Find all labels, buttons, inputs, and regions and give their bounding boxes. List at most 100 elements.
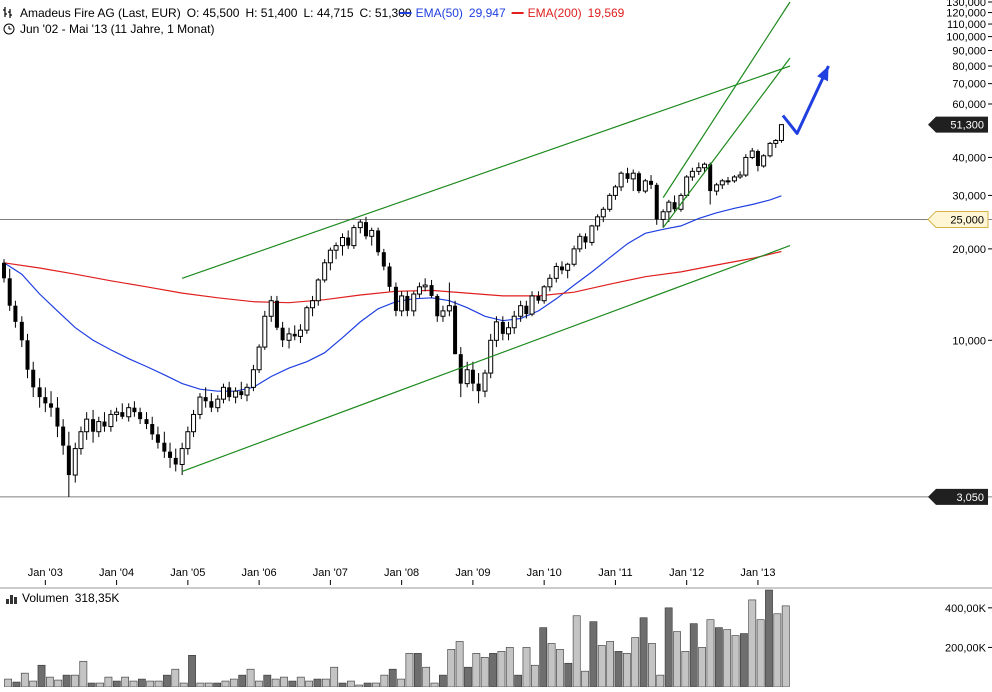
x-tick-label: Jan '08 [384,567,419,579]
volume-bar [430,682,439,688]
volume-axis: 200,00K 400,00K [945,603,992,654]
candle [339,233,345,256]
volume-bar [171,668,180,688]
volume-bar [96,682,104,688]
candle-body [500,321,505,334]
volume-bar [572,615,581,688]
volume-bar [480,657,489,688]
x-tick-label: Jan '06 [242,567,277,579]
volume-bar [154,680,163,688]
candle-body [327,249,333,264]
volume-bar [246,668,255,688]
ema200-legend: EMA(200) 19,569 [528,6,625,20]
candle-body [55,407,60,427]
candle [244,383,250,402]
candle-body [529,295,535,315]
candle [239,381,244,400]
volume-bar [706,619,715,688]
candle-body [114,411,120,415]
candle [405,291,410,317]
candle [292,325,297,341]
x-tick-label: Jan '12 [669,567,704,579]
candle [536,291,541,304]
candle-body [120,412,125,417]
candle-body [666,201,672,213]
x-tick-label: Jan '10 [527,567,562,579]
candle [547,274,553,292]
price-tag: 3,050 [928,488,988,505]
candle [96,416,102,438]
volume-bar [221,680,230,688]
volume-bar [321,678,330,688]
candle-body [755,151,760,166]
volume-bar [62,674,71,688]
price-axis: 10,000 20,000 30,000 40,000 60,000 70,000 80,0… [946,0,992,347]
candle-body [357,221,363,229]
volume-bar [781,605,790,688]
volume-bar [564,662,573,688]
trendline [181,245,791,472]
candle-body [315,279,321,302]
candle [327,247,333,271]
candle [185,426,191,455]
candle [310,295,316,317]
candle-body [31,369,36,388]
volume-bar [639,617,648,688]
candle-body [399,295,405,312]
volume-bar [305,680,313,688]
candle [583,233,588,249]
candle [150,416,155,440]
candle-body [625,173,630,179]
volume-bar [597,645,606,688]
candle [227,381,232,402]
candle-body [256,346,262,371]
candle-body [91,419,96,432]
candle-body [144,419,149,425]
candle-body [268,300,274,317]
horizontal-lines-layer [0,218,992,498]
volume-bar [280,676,288,688]
clock-icon [3,23,15,35]
candle-body [767,142,773,157]
candle-body [731,176,737,182]
volume-title: Volumen 318,35K [22,591,119,605]
x-tick-label: Jan '03 [28,567,63,579]
candle [731,175,737,183]
candle [191,409,197,438]
price-tags-layer: 51,300 25,000 3,050 [927,116,989,505]
y-tick-label: 30,000 [952,190,986,202]
open-value: O: 45,500 [187,6,240,20]
ema50-value: 29,947 [469,6,506,20]
candle [440,305,446,322]
volume-bar [648,643,656,688]
volume-bar [46,676,54,688]
candle [446,282,452,317]
candle [476,373,481,404]
volume-bar [405,653,414,688]
candle-body [435,295,440,317]
y-tick-label: 60,000 [952,99,986,111]
close-value: C: 51,300 [360,6,412,20]
candle [625,167,630,183]
candle [387,262,392,292]
candle [749,147,755,160]
candle [215,395,221,413]
candle-body [607,194,613,210]
candle-body [464,369,470,385]
candle-body [470,369,475,384]
candle [493,316,499,348]
candle-body [250,369,256,388]
volume-value: 318,35K [75,591,120,605]
candle [25,333,30,379]
candle [607,193,613,212]
candle [654,182,659,225]
candle [529,291,535,317]
candle-body [244,386,250,396]
volume-bar [714,627,723,688]
candle [315,278,321,306]
candle [778,124,784,143]
candles-layer [2,124,784,497]
candle [458,347,463,398]
x-tick-label: Jan '07 [313,567,348,579]
